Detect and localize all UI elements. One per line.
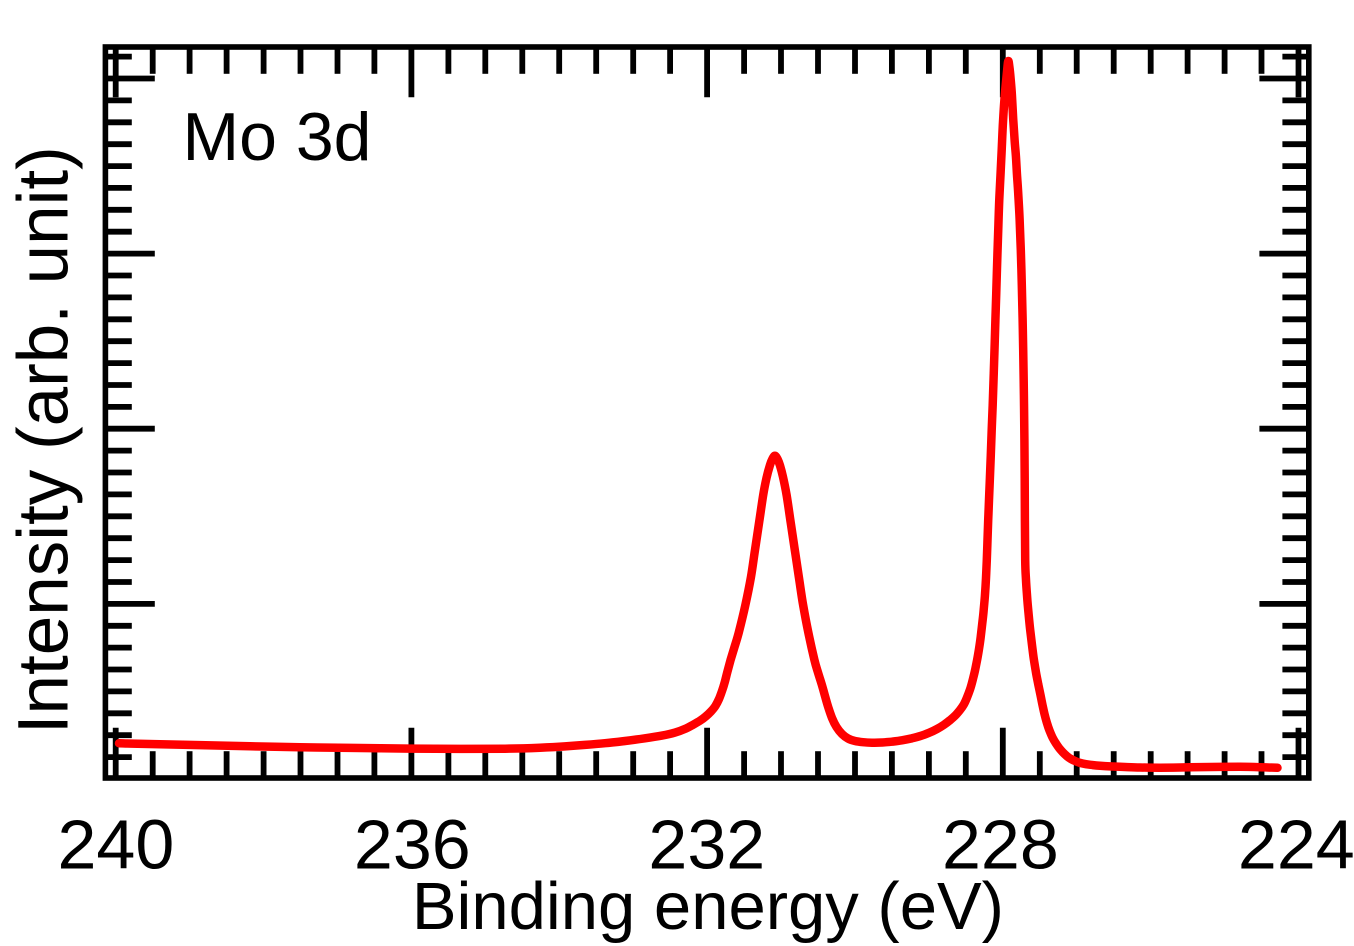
svg-text:236: 236 [354, 805, 471, 883]
svg-text:224: 224 [1238, 805, 1354, 883]
svg-text:Binding energy (eV): Binding energy (eV) [412, 869, 1004, 944]
svg-text:Mo 3d: Mo 3d [183, 99, 372, 175]
svg-text:228: 228 [942, 805, 1059, 883]
svg-text:232: 232 [648, 805, 765, 883]
svg-text:Intensity (arb. unit): Intensity (arb. unit) [5, 146, 84, 734]
svg-text:240: 240 [58, 805, 175, 883]
